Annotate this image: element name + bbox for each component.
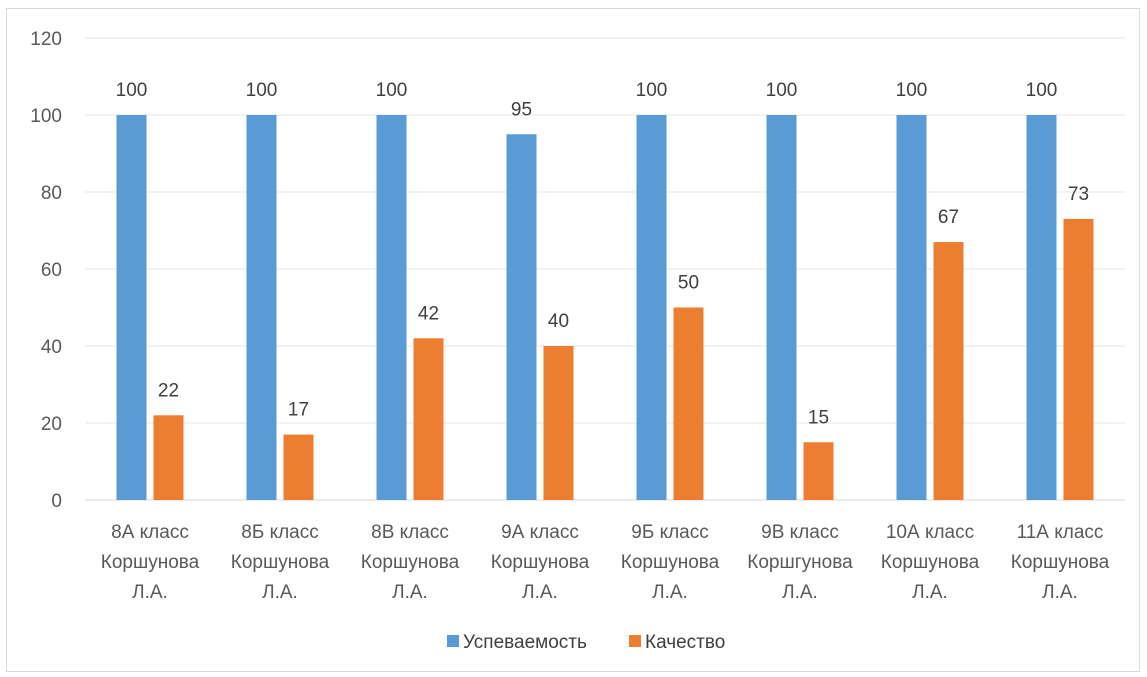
data-label: 42	[418, 303, 439, 324]
bar-kachestvo	[413, 338, 444, 500]
y-tick-label: 100	[30, 106, 62, 127]
data-label: 100	[376, 80, 408, 101]
bar-kachestvo	[673, 307, 704, 500]
bar-kachestvo	[1063, 218, 1094, 500]
bar-uspevaemost	[1026, 115, 1057, 500]
bar-uspevaemost	[376, 115, 407, 500]
bar-uspevaemost	[506, 134, 537, 500]
x-category-label: 8Б класс Коршунова Л.А.	[231, 522, 330, 603]
bar-uspevaemost	[246, 115, 277, 500]
data-label: 100	[636, 80, 668, 101]
y-tick-label: 40	[41, 337, 62, 358]
data-label: 15	[808, 407, 829, 428]
x-category-label: 11А класс Коршунова Л.А.	[1011, 522, 1110, 603]
data-label: 73	[1068, 184, 1089, 205]
data-label: 100	[246, 80, 278, 101]
legend-swatch	[629, 635, 641, 647]
x-category-label: 9В класс Коршгунова Л.А.	[747, 522, 853, 603]
data-label: 100	[896, 80, 928, 101]
bar-kachestvo	[283, 434, 314, 500]
y-tick-label: 0	[51, 491, 62, 512]
data-labels: 100 22 100 17 100 42 95 40 100 50 100 15 100 67 100 73	[116, 80, 1089, 428]
bar-kachestvo	[153, 415, 184, 500]
data-label: 67	[938, 207, 959, 228]
data-label: 17	[288, 400, 309, 421]
bar-uspevaemost	[896, 115, 927, 500]
data-label: 100	[766, 80, 798, 101]
y-tick-label: 60	[41, 260, 62, 281]
legend-swatch	[447, 635, 459, 647]
data-label: 40	[548, 311, 569, 332]
y-tick-label: 80	[41, 183, 62, 204]
bars	[116, 115, 1094, 501]
y-axis: 0 20 40 60 80 100 120	[30, 29, 62, 512]
legend: Успеваемость Качество	[447, 632, 725, 653]
data-label: 22	[158, 380, 179, 401]
bar-uspevaemost	[116, 115, 147, 500]
legend-label: Качество	[645, 632, 725, 653]
y-tick-label: 120	[30, 29, 62, 50]
data-label: 100	[1026, 80, 1058, 101]
bar-kachestvo	[933, 242, 964, 501]
x-category-label: 9Б класс Коршунова Л.А.	[621, 522, 720, 603]
bar-kachestvo	[543, 346, 574, 500]
x-category-label: 8В класс Коршунова Л.А.	[361, 522, 460, 603]
data-label: 95	[511, 99, 532, 120]
x-category-label: 8А класс Коршунова Л.А.	[101, 522, 200, 603]
bar-kachestvo	[803, 442, 834, 500]
x-category-label: 9А класс Коршунова Л.А.	[491, 522, 590, 603]
x-axis: 8А класс Коршунова Л.А. 8Б класс Коршунова Л.…	[101, 522, 1110, 603]
data-label: 100	[116, 80, 148, 101]
x-category-label: 10А класс Коршунова Л.А.	[881, 522, 980, 603]
bar-uspevaemost	[636, 115, 667, 500]
y-tick-label: 20	[41, 414, 62, 435]
gridlines	[85, 37, 1125, 501]
bar-uspevaemost	[766, 115, 797, 500]
legend-label: Успеваемость	[463, 632, 587, 653]
data-label: 50	[678, 273, 699, 294]
